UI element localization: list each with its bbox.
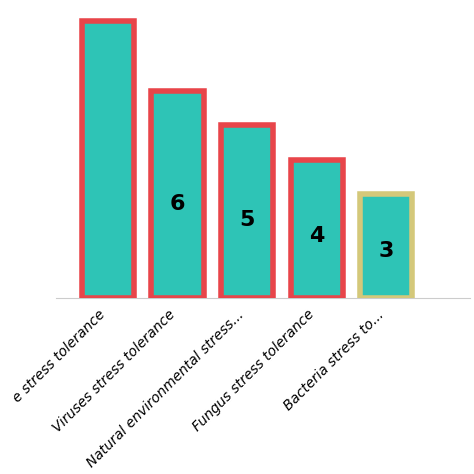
Bar <box>151 91 203 298</box>
Text: 3: 3 <box>379 241 394 261</box>
Bar <box>82 21 134 298</box>
Bar <box>82 21 134 298</box>
Bar <box>291 160 343 298</box>
Bar <box>360 194 412 298</box>
Bar <box>151 91 203 298</box>
Bar <box>221 125 273 298</box>
Bar <box>291 160 343 298</box>
Bar <box>360 194 412 298</box>
Text: 4: 4 <box>309 226 324 246</box>
Text: 6: 6 <box>170 194 185 215</box>
Bar <box>221 125 273 298</box>
Text: 5: 5 <box>239 210 255 230</box>
